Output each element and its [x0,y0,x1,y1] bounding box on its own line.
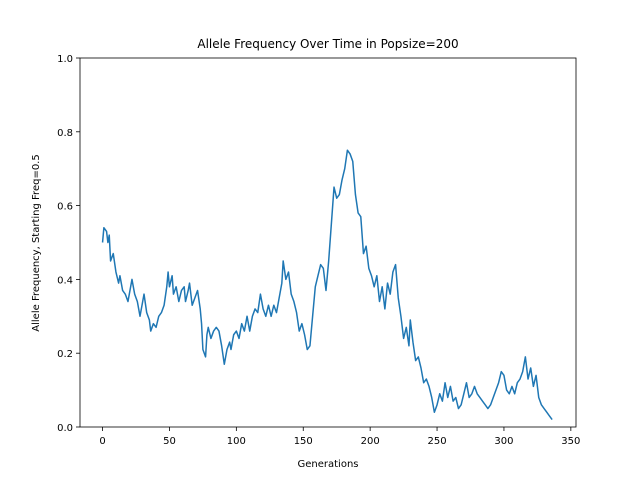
x-tick-label: 300 [494,436,513,447]
x-tick-label: 350 [561,436,580,447]
y-tick-label: 0.8 [57,128,73,139]
y-tick-label: 0.0 [57,423,73,434]
y-tick-label: 0.4 [57,275,73,286]
y-tick-label: 1.0 [57,54,73,65]
x-tick-label: 100 [227,436,246,447]
axes-frame [79,57,577,428]
y-tick-label: 0.6 [57,202,73,213]
data-line [101,149,553,421]
x-tick-label: 250 [428,436,447,447]
x-tick-label: 50 [163,436,176,447]
x-tick-label: 200 [361,436,380,447]
chart-title: Allele Frequency Over Time in Popsize=20… [197,37,458,51]
y-axis-label: Allele Frequency, Starting Freq=0.5 [31,154,42,331]
x-tick-label: 0 [99,436,105,447]
x-axis-label: Generations [298,459,359,470]
y-tick-label: 0.2 [57,349,73,360]
x-tick-label: 150 [294,436,313,447]
